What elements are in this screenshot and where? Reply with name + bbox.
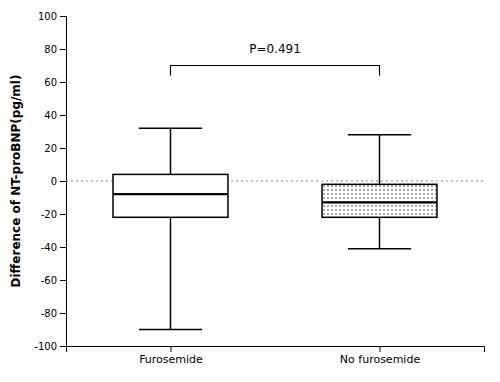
y-tick-label: 20 (44, 143, 57, 154)
whisker (379, 135, 381, 185)
y-tick-mark (60, 16, 66, 17)
box (322, 184, 437, 217)
y-tick-label: 60 (44, 77, 57, 88)
x-tick-label: Furosemide (139, 353, 203, 366)
y-tick-mark (60, 214, 66, 215)
y-axis: -100 -80 -60 -40 -20 0 20 40 60 80 100 (34, 11, 66, 352)
chart: -100 -80 -60 -40 -20 0 20 40 60 80 100 Furosemide No… (0, 0, 500, 382)
y-tick-mark (60, 49, 66, 50)
y-tick-label: -40 (41, 242, 57, 253)
p-value-label: P=0.491 (249, 42, 301, 56)
y-tick-mark (60, 115, 66, 116)
y-tick: -20 (41, 209, 66, 220)
x-tick: Furosemide (139, 346, 203, 366)
y-tick: 20 (44, 143, 66, 154)
significance-bracket (171, 66, 380, 76)
y-tick: -100 (34, 341, 66, 352)
box-group (113, 128, 228, 329)
y-tick: -80 (41, 308, 66, 319)
y-tick-label: -60 (41, 275, 57, 286)
y-tick-label: 40 (44, 110, 57, 121)
whisker (379, 217, 381, 248)
y-tick-mark (60, 313, 66, 314)
y-tick: 60 (44, 77, 66, 88)
y-tick-label: 0 (51, 176, 57, 187)
y-axis-title: Difference of NT-proBNP(pg/ml) (9, 75, 23, 288)
x-tick-mark (380, 346, 381, 352)
x-axis-line (67, 347, 485, 353)
y-tick-mark (60, 247, 66, 248)
whisker-cap (348, 134, 411, 136)
whisker (170, 217, 172, 329)
marks (66, 66, 484, 330)
y-tick-label: -80 (41, 308, 57, 319)
x-axis: Furosemide No furosemide (67, 346, 485, 366)
plot: -100 -80 -60 -40 -20 0 20 40 60 80 100 Furosemide No… (34, 11, 484, 366)
whisker (170, 128, 172, 174)
y-tick: 40 (44, 110, 66, 121)
y-tick-mark (60, 280, 66, 281)
y-tick-mark (60, 82, 66, 83)
whisker-cap (348, 248, 411, 250)
y-tick: 100 (38, 11, 66, 22)
y-tick-label: -100 (34, 341, 57, 352)
whisker-cap (139, 329, 202, 331)
median-line (322, 201, 437, 203)
y-axis-line (60, 17, 67, 347)
y-tick: 0 (51, 176, 66, 187)
y-tick: 80 (44, 44, 66, 55)
whisker-cap (139, 127, 202, 129)
y-tick-label: 100 (38, 11, 57, 22)
box (113, 174, 228, 217)
x-tick-mark (171, 346, 172, 352)
y-tick-mark (60, 148, 66, 149)
x-tick-label: No furosemide (340, 353, 421, 366)
box-group (322, 135, 437, 249)
y-tick-label: 80 (44, 44, 57, 55)
y-tick-label: -20 (41, 209, 57, 220)
x-tick: No furosemide (340, 346, 421, 366)
y-tick: -40 (41, 242, 66, 253)
median-line (113, 193, 228, 195)
y-tick: -60 (41, 275, 66, 286)
y-tick-mark (60, 181, 66, 182)
y-tick-mark (60, 346, 66, 347)
